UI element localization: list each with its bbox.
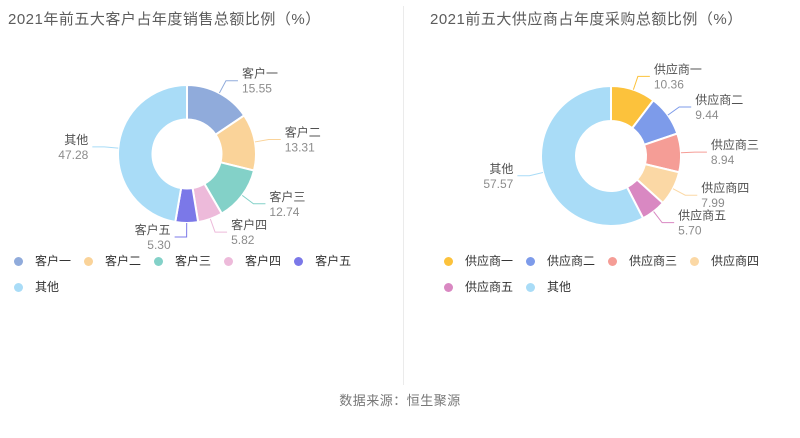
slice-label-name: 供应商二	[695, 92, 743, 107]
legend-marker	[14, 282, 23, 292]
slice-label-value: 5.70	[678, 224, 702, 238]
legend-item-0[interactable]: 客户一	[14, 254, 71, 268]
legend-label: 供应商三	[629, 254, 678, 268]
legend-label: 供应商五	[465, 280, 514, 294]
legend-marker	[526, 256, 536, 266]
legend-item-1[interactable]: 供应商二	[526, 254, 595, 268]
slice-label-name: 客户一	[242, 66, 278, 81]
label-leader-line	[667, 106, 692, 116]
customers-legend: 客户一 客户二 客户三 客户四 客户五其他	[14, 254, 382, 306]
slice-label-name: 供应商五	[678, 208, 726, 223]
label-leader-line	[92, 146, 119, 149]
legend-item-2[interactable]: 供应商三	[608, 254, 677, 268]
legend-label: 其他	[547, 280, 572, 294]
pie-slice-5[interactable]	[540, 84, 645, 227]
legend-item-2[interactable]: 客户三	[154, 254, 211, 268]
slice-label-name: 其他	[64, 133, 88, 147]
legend-label: 供应商二	[547, 254, 596, 268]
slice-label-value: 47.28	[58, 148, 88, 162]
legend-label: 其他	[35, 280, 60, 294]
slice-label-value: 12.74	[269, 205, 299, 219]
legend-label: 客户三	[175, 254, 212, 268]
slice-label-value: 10.36	[654, 77, 684, 91]
legend-item-1[interactable]: 客户二	[84, 254, 141, 268]
slice-label-value: 57.57	[483, 177, 513, 191]
slice-label-value: 5.82	[231, 233, 255, 247]
slice-label-name: 客户四	[231, 217, 267, 232]
legend-marker	[526, 282, 536, 292]
legend-marker	[154, 256, 164, 266]
suppliers-legend: 供应商一 供应商二 供应商三 供应商四供应商五 其他	[444, 254, 794, 306]
legend-item-0[interactable]: 供应商一	[444, 254, 513, 268]
legend-item-3[interactable]: 供应商四	[690, 254, 759, 268]
label-leader-line	[241, 194, 266, 205]
legend-label: 客户四	[245, 254, 282, 268]
data-source-note: 数据来源：恒生聚源	[339, 393, 461, 408]
customers-chart-title: 2021年前五大客户占年度销售总额比例（%）	[8, 11, 321, 28]
legend-marker	[14, 256, 23, 266]
slice-label-value: 8.94	[711, 153, 735, 167]
label-leader-line	[209, 218, 228, 233]
slice-label-name: 客户五	[135, 222, 171, 237]
legend-marker	[444, 282, 453, 292]
legend-marker	[294, 256, 304, 266]
slice-label-value: 15.55	[242, 82, 272, 96]
label-leader-line	[653, 211, 675, 224]
label-leader-line	[517, 172, 544, 177]
legend-marker	[690, 256, 700, 266]
legend-item-3[interactable]: 客户四	[224, 254, 281, 268]
label-leader-line	[174, 222, 188, 238]
slice-label-name: 供应商三	[711, 137, 759, 152]
label-leader-line	[672, 188, 698, 196]
slice-label-value: 13.31	[285, 140, 315, 154]
legend-marker	[224, 256, 234, 266]
slice-label-value: 9.44	[695, 108, 719, 122]
legend-label: 客户二	[105, 254, 142, 268]
legend-label: 供应商四	[711, 254, 760, 268]
legend-marker	[444, 256, 453, 266]
pie-slice-5[interactable]	[117, 83, 188, 224]
legend-item-5[interactable]: 其他	[14, 280, 59, 294]
slice-label-name: 客户二	[285, 124, 321, 139]
legend-marker	[84, 256, 94, 266]
legend-item-4[interactable]: 供应商五	[444, 280, 513, 294]
label-leader-line	[254, 138, 281, 143]
slice-label-name: 其他	[489, 162, 513, 176]
suppliers-chart-title: 2021前五大供应商占年度采购总额比例（%）	[430, 11, 743, 28]
slice-label-name: 供应商一	[654, 61, 702, 76]
legend-label: 供应商一	[465, 254, 514, 268]
label-leader-line	[632, 75, 650, 90]
legend-marker	[608, 256, 618, 266]
label-leader-line	[680, 151, 707, 154]
slice-label-value: 5.30	[147, 238, 171, 252]
legend-label: 客户一	[35, 254, 72, 268]
legend-item-5[interactable]: 其他	[526, 280, 571, 294]
legend-label: 客户五	[315, 254, 352, 268]
slice-label-name: 客户三	[269, 189, 305, 204]
legend-item-4[interactable]: 客户五	[294, 254, 351, 268]
label-leader-line	[218, 80, 238, 94]
slice-label-value: 7.99	[701, 196, 725, 210]
slice-label-name: 供应商四	[701, 180, 749, 195]
panel-divider	[403, 6, 404, 385]
